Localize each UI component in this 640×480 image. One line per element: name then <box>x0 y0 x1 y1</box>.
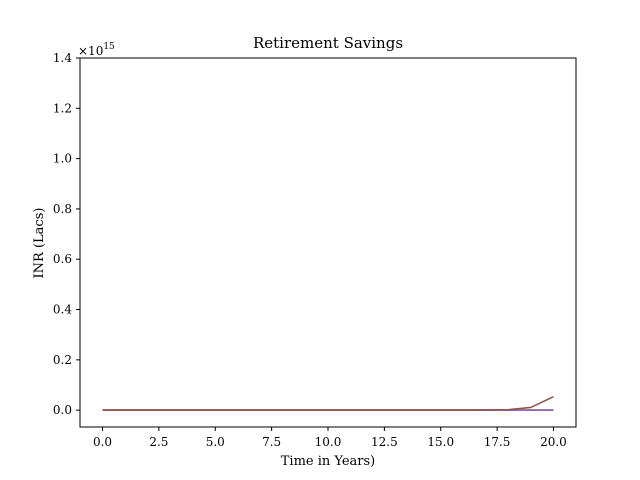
y-tick-label: 0.2 <box>53 353 72 367</box>
series-layer <box>102 395 554 411</box>
y-axis-title: INR (Lacs) <box>32 208 47 279</box>
x-tick-label: 20.0 <box>540 435 567 449</box>
y-tick-label: 1.0 <box>53 152 72 166</box>
x-tick-label: 15.0 <box>427 435 454 449</box>
y-multiplier-exponent: 15 <box>103 42 115 52</box>
chart-title: Retirement Savings <box>253 34 403 52</box>
x-tick-label: 0.0 <box>93 435 112 449</box>
x-tick-label: 5.0 <box>206 435 225 449</box>
x-tick-label: 17.5 <box>484 435 511 449</box>
x-tick-label: 10.0 <box>315 435 342 449</box>
plot-area <box>79 57 577 428</box>
y-axis-multiplier: ×1015 <box>78 42 115 58</box>
x-tick-label: 7.5 <box>262 435 281 449</box>
y-tick-label: 1.4 <box>53 51 72 65</box>
x-axis: 0.0 2.5 5.0 7.5 10.0 12.5 15.0 17.5 20.0 <box>93 427 567 449</box>
x-axis-title: Time in Years) <box>281 454 376 469</box>
series-line-6 <box>102 395 554 411</box>
y-tick-label: 0.4 <box>53 303 72 317</box>
x-tick-label: 2.5 <box>149 435 168 449</box>
y-tick-label: 0.6 <box>53 252 72 266</box>
plot-frame <box>79 57 577 428</box>
y-axis: 0.0 0.2 0.4 0.6 0.8 1.0 1.2 1.4 <box>53 51 80 417</box>
y-multiplier-base: ×10 <box>78 44 103 58</box>
x-tick-label: 12.5 <box>371 435 398 449</box>
y-tick-label: 0.0 <box>53 403 72 417</box>
y-tick-label: 0.8 <box>53 202 72 216</box>
y-tick-label: 1.2 <box>53 101 72 115</box>
